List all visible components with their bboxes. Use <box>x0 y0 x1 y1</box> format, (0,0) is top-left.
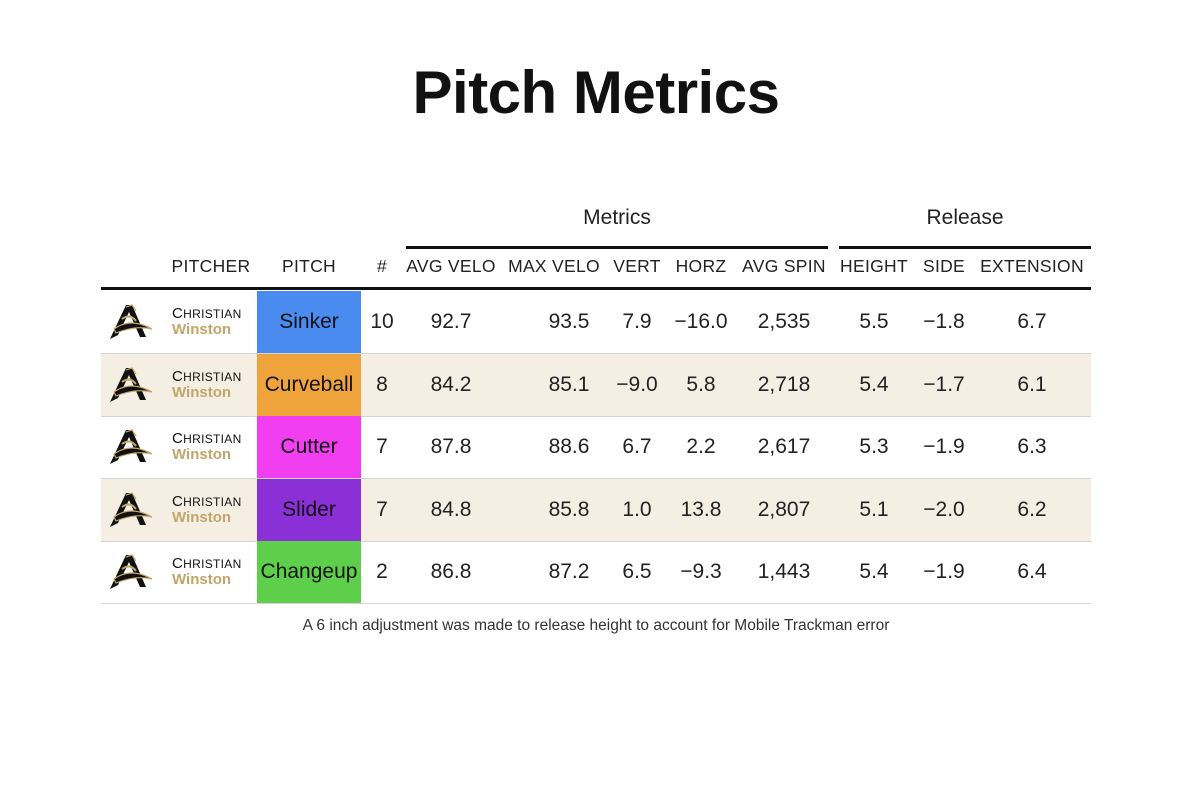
team-logo-icon <box>110 304 153 339</box>
height-cell: 5.1 <box>859 497 889 521</box>
avg-velo-cell: 92.7 <box>430 310 472 333</box>
pitcher-first-name: Christian <box>172 305 242 322</box>
height-cell: 5.3 <box>859 435 889 458</box>
height-cell: 5.4 <box>859 560 889 583</box>
pitcher-first-name: Christian <box>172 430 242 447</box>
side-cell: −1.9 <box>923 435 965 458</box>
pitcher-last-name: Winston <box>172 446 232 463</box>
pitcher-name: Christian Winston <box>172 431 242 463</box>
avg-spin-cell: 2,807 <box>757 497 811 521</box>
pitcher-first-name: Christian <box>172 492 242 510</box>
pitch-type-cell: Slider <box>257 478 361 541</box>
row-separator <box>101 603 1091 604</box>
extension-cell: 6.2 <box>1017 497 1047 521</box>
team-logo-icon <box>110 429 153 464</box>
pitcher-first-name: Christian <box>172 555 242 572</box>
table-row: Christian Winston Slider 7 84.8 85.8 1.0 13.8 2,… <box>101 478 1091 542</box>
side-cell: −1.8 <box>923 310 965 333</box>
row-separator <box>101 415 1091 417</box>
side-cell: −1.7 <box>923 372 965 396</box>
table-row: Christian Winston Cutter 7 87.8 88.6 6.7 2.2 2,6… <box>101 416 1091 479</box>
pitch-type-cell: Curveball <box>257 353 361 416</box>
max-velo-cell: 87.2 <box>548 560 590 583</box>
col-header-avg-spin: AVG SPIN <box>742 256 826 276</box>
table-row: Christian Winston Changeup 2 86.8 87.2 6.5 −9.3… <box>101 541 1091 604</box>
vert-cell: 7.9 <box>622 310 652 333</box>
horz-cell: 5.8 <box>686 372 716 396</box>
horz-cell: 13.8 <box>680 497 722 521</box>
group-header-metrics: Metrics <box>583 206 651 229</box>
pitcher-last-name: Winston <box>172 508 232 526</box>
header-rule <box>101 287 1091 290</box>
col-header-horz: HORZ <box>675 256 727 276</box>
col-header-avg-velo: AVG VELO <box>406 256 496 276</box>
team-logo-icon <box>110 491 153 527</box>
pitcher-last-name: Winston <box>172 571 232 588</box>
group-header-release: Release <box>926 206 1004 229</box>
height-cell: 5.5 <box>859 310 889 333</box>
extension-cell: 6.4 <box>1017 560 1047 583</box>
avg-spin-cell: 2,535 <box>757 310 811 333</box>
pitcher-name: Christian Winston <box>172 492 242 526</box>
pitcher-name: Christian Winston <box>172 306 242 338</box>
col-header-count: # <box>376 256 388 276</box>
pitch-type-cell: Cutter <box>257 416 361 478</box>
max-velo-cell: 88.6 <box>548 435 590 458</box>
team-logo-icon <box>110 554 153 589</box>
extension-cell: 6.1 <box>1017 372 1047 396</box>
max-velo-cell: 85.1 <box>548 372 590 396</box>
col-header-height: HEIGHT <box>840 256 908 276</box>
pitcher-name: Christian Winston <box>172 556 242 588</box>
pitcher-name: Christian Winston <box>172 367 242 401</box>
count-cell: 7 <box>376 497 388 521</box>
vert-cell: 6.7 <box>622 435 652 458</box>
avg-spin-cell: 1,443 <box>757 560 811 583</box>
vert-cell: 1.0 <box>622 497 652 521</box>
extension-cell: 6.7 <box>1017 310 1047 333</box>
height-cell: 5.4 <box>859 372 889 396</box>
max-velo-cell: 93.5 <box>548 310 590 333</box>
avg-spin-cell: 2,718 <box>757 372 811 396</box>
max-velo-cell: 85.8 <box>548 497 590 521</box>
side-cell: −1.9 <box>923 560 965 583</box>
avg-velo-cell: 86.8 <box>430 560 472 583</box>
avg-velo-cell: 87.8 <box>430 435 472 458</box>
count-cell: 10 <box>370 310 394 333</box>
extension-cell: 6.3 <box>1017 435 1047 458</box>
horz-cell: −9.3 <box>680 560 722 583</box>
table-row: Christian Winston Curveball 8 84.2 85.1 −9.0 5.… <box>101 353 1091 417</box>
col-header-pitcher: PITCHER <box>171 256 251 276</box>
avg-velo-cell: 84.8 <box>430 497 472 521</box>
avg-spin-cell: 2,617 <box>757 435 811 458</box>
col-header-extension: EXTENSION <box>980 256 1084 276</box>
table-row: Christian Winston Sinker 10 92.7 93.5 7.9 −16.0… <box>101 291 1091 354</box>
horz-cell: −16.0 <box>674 310 728 333</box>
col-header-max-velo: MAX VELO <box>508 256 600 276</box>
count-cell: 2 <box>376 560 388 583</box>
side-cell: −2.0 <box>923 497 965 521</box>
pitcher-first-name: Christian <box>172 367 242 385</box>
vert-cell: 6.5 <box>622 560 652 583</box>
pitch-type-cell: Changeup <box>257 541 361 603</box>
pitcher-last-name: Winston <box>172 383 232 401</box>
row-separator <box>101 540 1091 542</box>
count-cell: 7 <box>376 435 388 458</box>
page-title: Pitch Metrics <box>412 59 780 126</box>
vert-cell: −9.0 <box>616 372 658 396</box>
col-header-vert: VERT <box>613 256 661 276</box>
team-logo-icon <box>110 366 153 402</box>
count-cell: 8 <box>376 372 388 396</box>
pitch-type-cell: Sinker <box>257 291 361 353</box>
group-rule-release <box>839 246 1091 249</box>
horz-cell: 2.2 <box>686 435 716 458</box>
avg-velo-cell: 84.2 <box>430 372 472 396</box>
col-header-pitch: PITCH <box>282 256 336 276</box>
pitcher-last-name: Winston <box>172 321 232 338</box>
group-rule-metrics <box>406 246 828 249</box>
col-header-side: SIDE <box>922 256 966 276</box>
footnote: A 6 inch adjustment was made to release … <box>302 617 890 634</box>
